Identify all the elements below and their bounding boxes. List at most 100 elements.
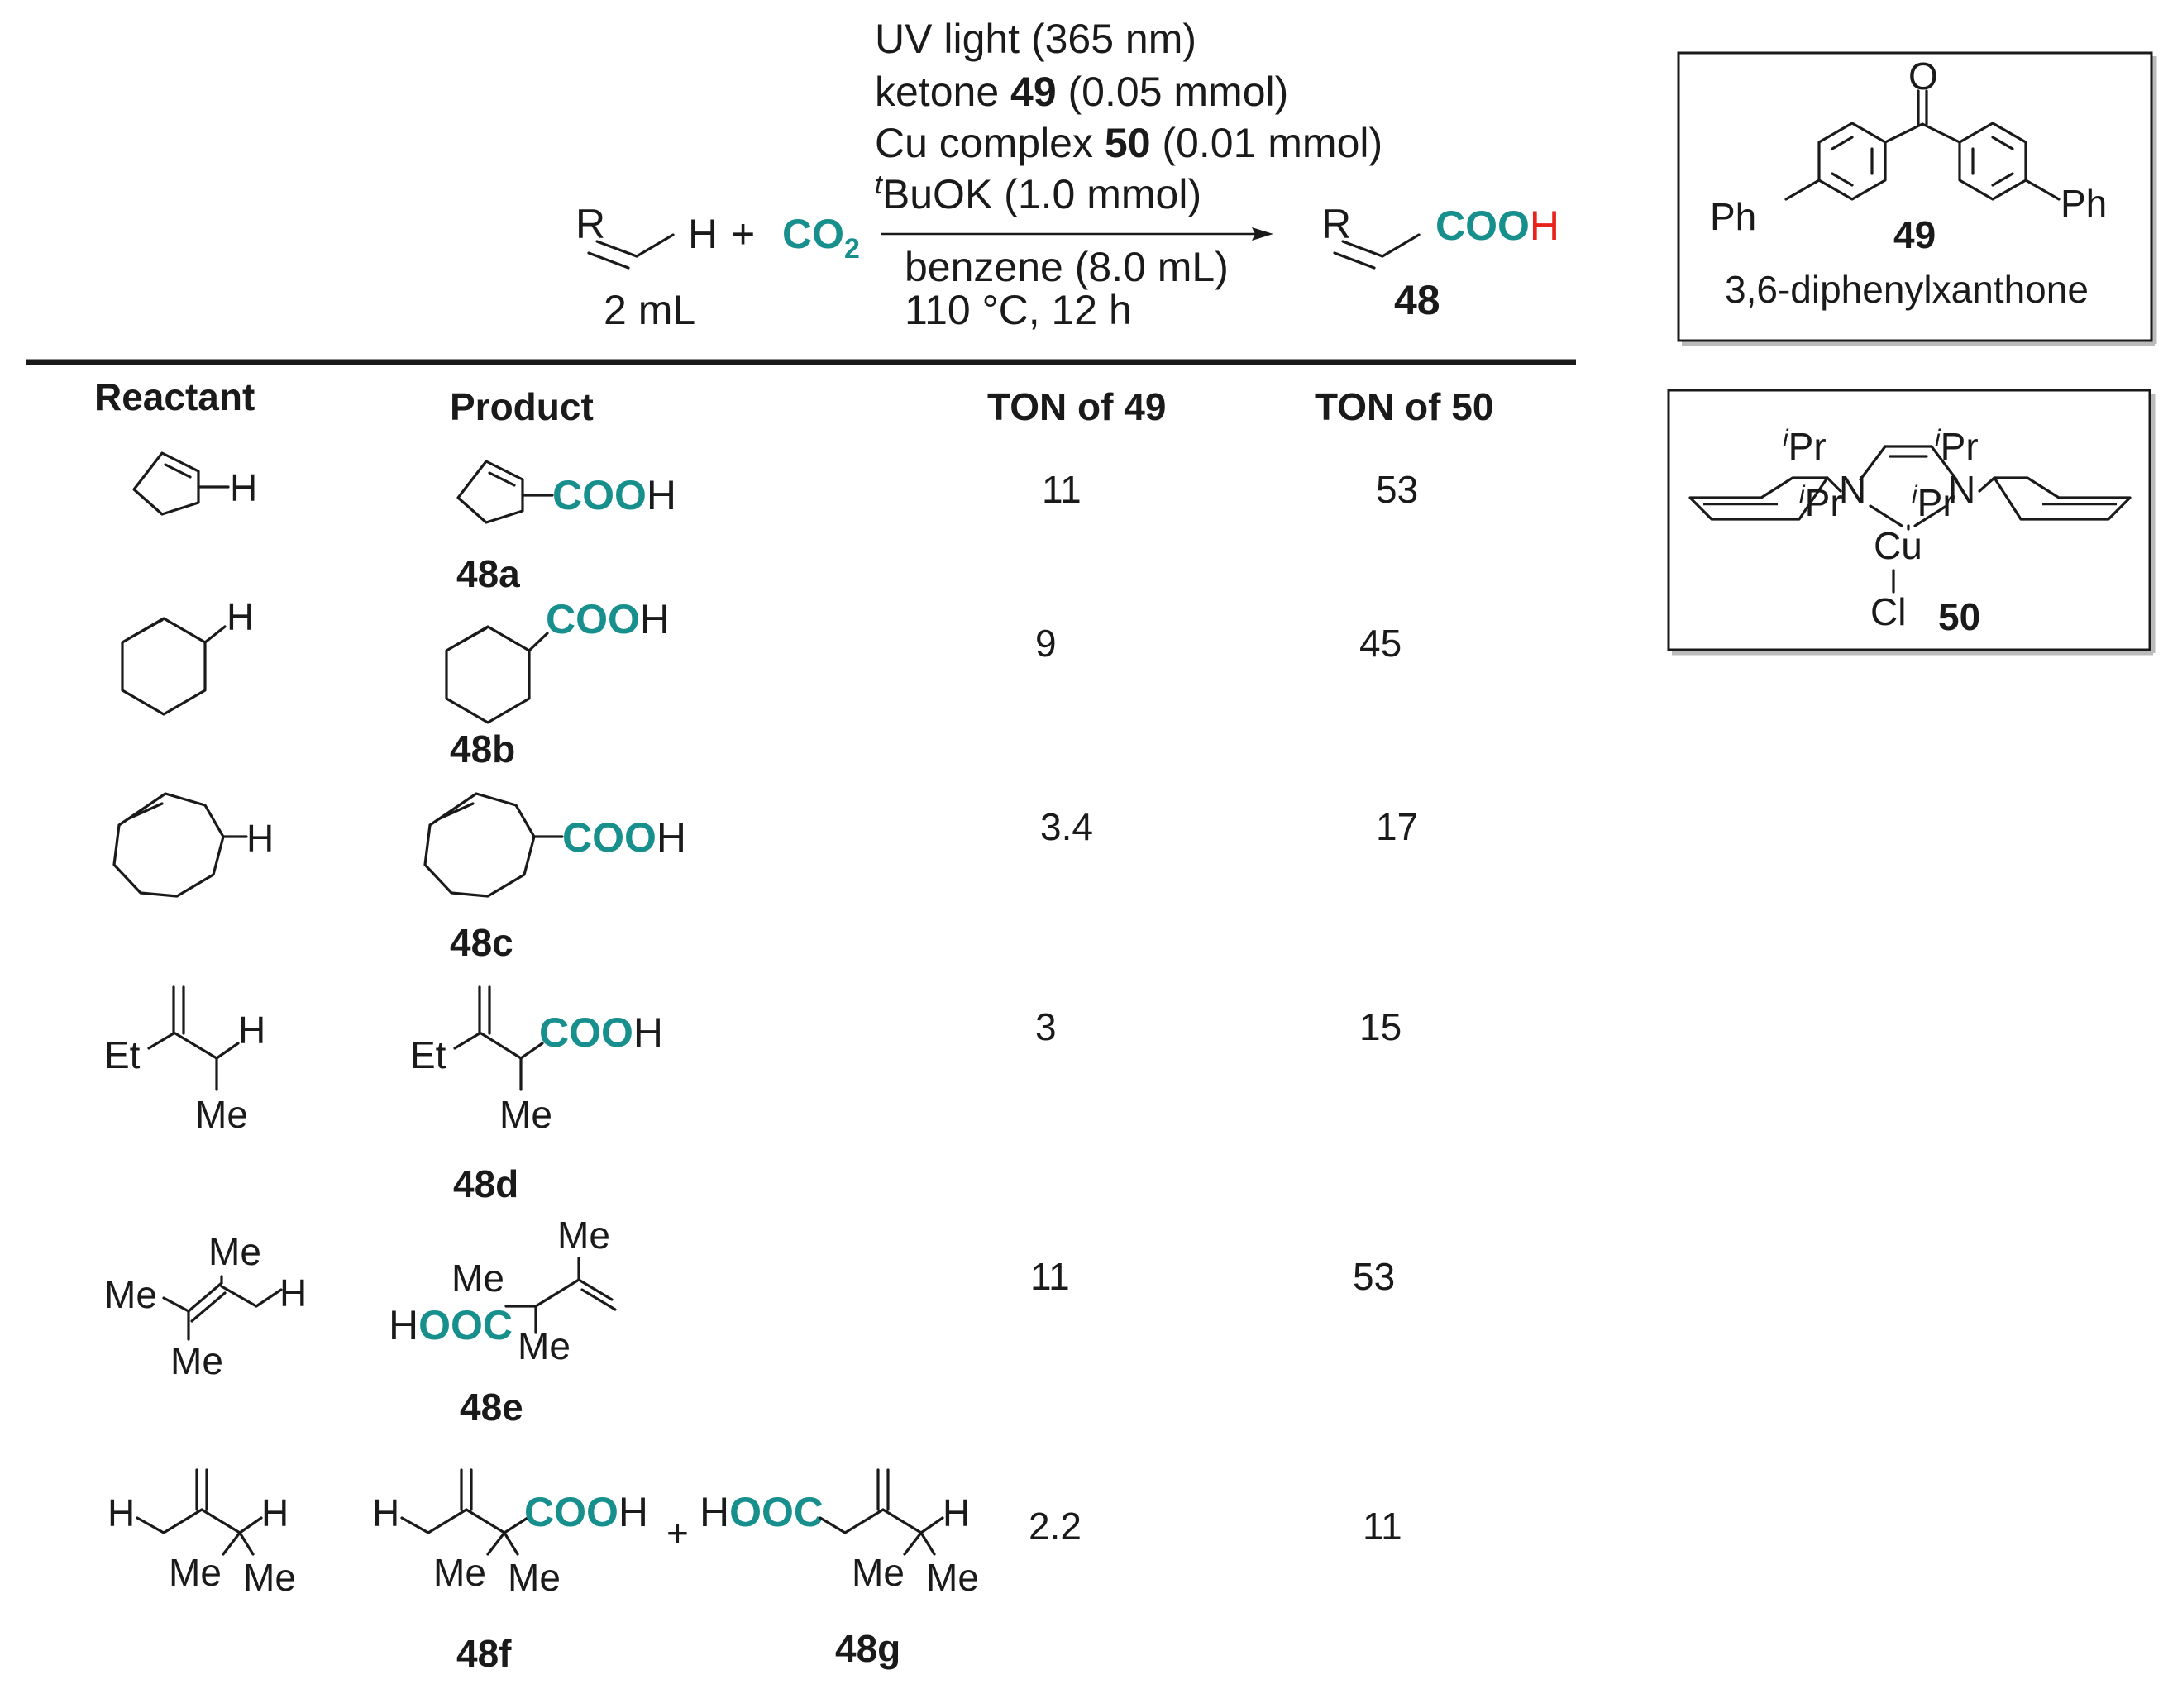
condition-cu-complex: Cu complex 50 (0.01 mmol) xyxy=(875,120,1382,166)
row-e-product-me-left: Me xyxy=(451,1257,504,1300)
cyclopentene-ring xyxy=(132,451,200,516)
scheme-volume: 2 mL xyxy=(604,287,695,333)
ipr-label-1: iPr xyxy=(1783,425,1827,468)
row-b-ton50: 45 xyxy=(1359,622,1402,665)
ketone-o-label: O xyxy=(1908,55,1938,98)
row-f-reactant-me-2: Me xyxy=(243,1556,296,1599)
table-header: Reactant Product TON of 49 TON of 50 xyxy=(94,375,1493,428)
catalyst-50-box: N N iPr iPr iPr iPr Cu Cl 50 xyxy=(1667,389,2156,656)
header-ton50: TON of 50 xyxy=(1315,385,1493,428)
row-e-product-me-top: Me xyxy=(557,1214,610,1257)
table-row: H H Me Me H COOH Me Me + HOOC H xyxy=(107,1468,1402,1675)
row-e-product-me-bottom: Me xyxy=(518,1324,571,1367)
row-b-product-cooh: COOH xyxy=(546,596,670,642)
cyclopentene-product-ring xyxy=(456,460,524,524)
row-d-reactant-et: Et xyxy=(104,1033,141,1076)
catalyst-49-id: 49 xyxy=(1893,213,1936,256)
ipr-label-2: iPr xyxy=(1799,481,1843,524)
condition-light: UV light (365 nm) xyxy=(875,16,1196,62)
condition-temp-time: 110 °C, 12 h xyxy=(905,287,1132,333)
catalyst-49-name: 3,6-diphenylxanthone xyxy=(1725,268,2089,311)
row-f-product-cooh: COOH xyxy=(524,1489,648,1535)
condition-base: tBuOK (1.0 mmol) xyxy=(875,169,1201,217)
row-a-ton49: 11 xyxy=(1042,468,1082,511)
catalyst-50-id: 50 xyxy=(1938,595,1980,638)
scheme-product: R COOH 48 xyxy=(1321,201,1559,323)
row-e-reactant-h: H xyxy=(279,1271,307,1314)
cl-label: Cl xyxy=(1870,590,1906,633)
table-row: Et H Me Et COOH Me 48d 3 15 xyxy=(104,985,1402,1205)
row-c-ton50: 17 xyxy=(1376,805,1418,848)
row-f-product-me-1: Me xyxy=(433,1551,486,1594)
header-ton49: TON of 49 xyxy=(987,385,1166,428)
ipr-label-3: iPr xyxy=(1935,425,1979,468)
row-d-reactant-h: H xyxy=(238,1009,265,1052)
n-right-label: N xyxy=(1948,468,1975,511)
row-d-reactant-me: Me xyxy=(195,1093,248,1136)
row-e-id: 48e xyxy=(460,1386,523,1429)
row-d-ton50: 15 xyxy=(1359,1005,1402,1048)
row-e-reactant-me-bottom: Me xyxy=(170,1339,223,1382)
header-product: Product xyxy=(450,385,594,428)
reaction-arrow xyxy=(881,227,1273,241)
table-row: H COOH 48a 11 53 xyxy=(132,451,1418,595)
row-b-ton49: 9 xyxy=(1035,622,1057,665)
row-a-reactant-h: H xyxy=(230,466,257,509)
ipr-label-4: iPr xyxy=(1912,481,1955,524)
scheme-product-r: R xyxy=(1321,201,1351,247)
cu-label: Cu xyxy=(1874,524,1922,567)
row-f-ton49: 2.2 xyxy=(1029,1505,1082,1548)
row-f-reactant-me-1: Me xyxy=(169,1551,222,1594)
row-g-product-me-2: Me xyxy=(926,1556,979,1599)
table-row: Me Me Me H Me Me Me HOOC 48e 11 53 xyxy=(104,1214,1395,1429)
row-f-ton50: 11 xyxy=(1363,1505,1402,1548)
reaction-conditions: UV light (365 nm) ketone 49 (0.05 mmol) … xyxy=(875,16,1382,333)
row-e-product-hooc: HOOC xyxy=(389,1302,513,1348)
row-g-product-me-1: Me xyxy=(852,1551,905,1594)
n-left-label: N xyxy=(1839,468,1866,511)
row-f-reactant-h-left: H xyxy=(107,1491,135,1534)
row-e-ton50: 53 xyxy=(1353,1255,1395,1298)
row-b-id: 48b xyxy=(450,728,515,771)
header-reactant: Reactant xyxy=(94,375,255,418)
row-c-id: 48c xyxy=(450,921,513,964)
cycloheptene-product-ring xyxy=(423,792,536,898)
catalyst-49-box: O Ph Ph 49 3,6-diphenylxanthone xyxy=(1677,51,2157,346)
scheme-r-label: R xyxy=(575,201,605,247)
row-d-ton49: 3 xyxy=(1035,1005,1057,1048)
row-g-id: 48g xyxy=(835,1627,900,1670)
row-d-product-me: Me xyxy=(499,1093,552,1136)
scheme-reactant: R H + CO2 2 mL xyxy=(575,201,860,333)
row-a-id: 48a xyxy=(456,552,520,595)
row-c-product-cooh: COOH xyxy=(562,814,686,861)
cyclohexene-ring xyxy=(121,617,207,716)
ph-left-label: Ph xyxy=(1710,195,1756,238)
row-d-product-cooh: COOH xyxy=(539,1009,663,1056)
row-g-product-h: H xyxy=(943,1491,970,1534)
row-f-plus: + xyxy=(666,1511,689,1554)
condition-ketone: ketone 49 (0.05 mmol) xyxy=(875,69,1288,115)
row-c-ton49: 3.4 xyxy=(1040,805,1093,848)
row-a-product-cooh: COOH xyxy=(552,472,676,518)
row-a-ton50: 53 xyxy=(1376,468,1418,511)
ph-right-label: Ph xyxy=(2061,182,2107,225)
scheme-product-id: 48 xyxy=(1394,277,1440,323)
condition-solvent: benzene (8.0 mL) xyxy=(905,244,1229,290)
row-d-id: 48d xyxy=(453,1162,518,1205)
row-g-product-hooc: HOOC xyxy=(700,1489,824,1535)
row-d-product-et: Et xyxy=(410,1033,446,1076)
scheme-h-label: H xyxy=(688,211,718,257)
scheme-product-cooh: COOH xyxy=(1435,203,1559,249)
row-f-product-h: H xyxy=(372,1491,399,1534)
row-e-reactant-me-top: Me xyxy=(208,1230,261,1273)
row-e-ton49: 11 xyxy=(1030,1255,1070,1298)
row-b-reactant-h: H xyxy=(227,595,254,638)
row-e-reactant-me-left: Me xyxy=(104,1273,157,1316)
row-f-reactant-h-right: H xyxy=(261,1491,289,1534)
row-c-reactant-h: H xyxy=(246,817,274,860)
table-row: H COOH 48b 9 45 xyxy=(121,595,1402,771)
table-row: H COOH 48c 3.4 17 xyxy=(112,792,1418,964)
scheme-co2: CO2 xyxy=(782,211,860,265)
cycloheptene-ring xyxy=(112,792,225,898)
